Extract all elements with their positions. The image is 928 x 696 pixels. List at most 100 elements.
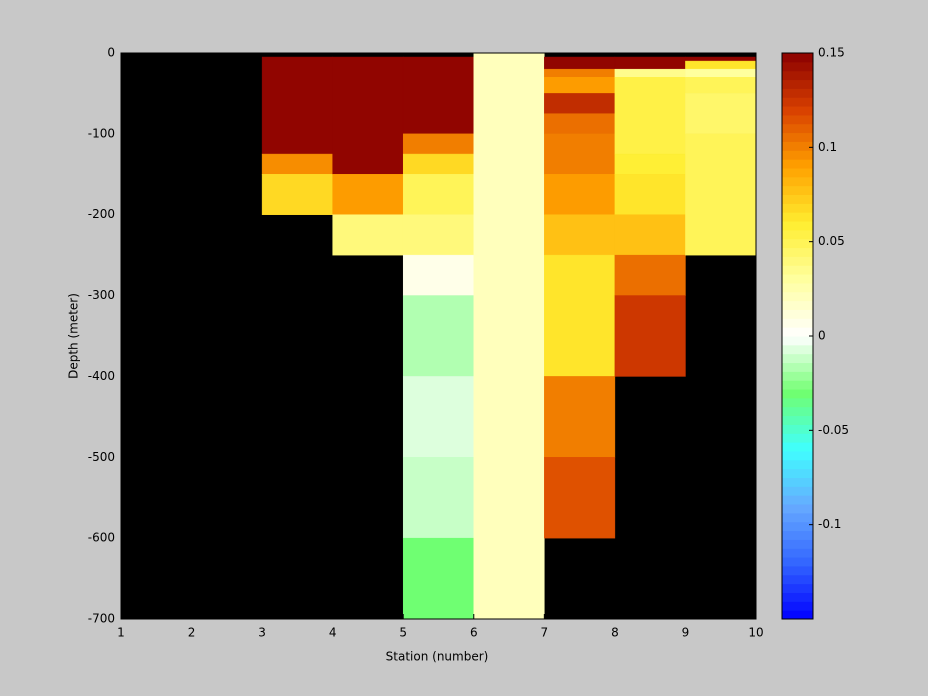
colorbar-swatch: [782, 159, 813, 169]
colorbar-swatch: [782, 70, 813, 81]
x-tick-label: 4: [329, 626, 337, 640]
colorbar-swatch: [782, 459, 813, 470]
heatmap-cell: [544, 77, 616, 94]
heatmap-cell: [544, 56, 616, 70]
heatmap-cell: [614, 77, 686, 155]
colorbar-tick-label: -0.1: [818, 517, 841, 531]
heatmap-cell: [544, 133, 616, 175]
heatmap-cell: [332, 214, 404, 256]
colorbar-swatch: [782, 353, 813, 364]
heatmap-cell: [402, 214, 475, 256]
heatmap-cell: [544, 113, 616, 135]
x-tick-label: 5: [399, 626, 407, 640]
y-tick-label: -400: [88, 369, 115, 383]
heatmap-cell: [402, 376, 475, 458]
heatmap-cell: [685, 133, 757, 256]
y-axis-label: Depth (meter): [67, 293, 81, 379]
colorbar-swatch: [782, 557, 813, 567]
colorbar-swatch: [782, 495, 813, 505]
colorbar-swatch: [782, 79, 813, 89]
heatmap-cell: [402, 457, 475, 539]
colorbar-swatch: [782, 371, 813, 381]
x-tick-label: 2: [188, 626, 196, 640]
colorbar-tick-label: 0: [818, 329, 826, 343]
x-axis-label: Station (number): [386, 650, 489, 664]
heatmap-cell: [685, 56, 757, 62]
x-tick-label: 8: [611, 626, 619, 640]
heatmap-cell: [473, 52, 545, 620]
colorbar-swatch: [782, 610, 813, 620]
heatmap-cell: [544, 174, 616, 215]
y-tick-label: -100: [88, 126, 115, 140]
heatmap-cell: [685, 60, 757, 70]
colorbar-swatch: [782, 282, 813, 293]
heatmap-cell: [685, 93, 757, 135]
colorbar-swatch: [782, 176, 813, 187]
heatmap-cell: [614, 254, 686, 296]
y-tick-label: -700: [88, 612, 115, 626]
colorbar-swatch: [782, 229, 813, 240]
colorbar-swatch: [782, 203, 813, 213]
colorbar-swatch: [782, 123, 813, 134]
colorbar-swatch: [782, 265, 813, 275]
heatmap-cell: [614, 214, 686, 256]
colorbar-swatch: [782, 477, 813, 487]
colorbar-swatch: [782, 150, 813, 160]
heatmap-cell: [402, 254, 475, 296]
colorbar-swatch: [782, 548, 813, 558]
colorbar-swatch: [782, 309, 813, 319]
heatmap-cell: [261, 174, 333, 215]
heatmap-cell: [614, 295, 686, 377]
colorbar-swatch: [782, 114, 813, 125]
colorbar-swatch: [782, 336, 813, 346]
heatmap-cell: [544, 68, 616, 78]
x-tick-label: 3: [258, 626, 266, 640]
plot-frame: [120, 52, 757, 620]
colorbar-swatch: [782, 565, 813, 576]
colorbar-swatch: [782, 442, 813, 452]
colorbar-swatch: [782, 194, 813, 204]
heatmap-cell: [544, 254, 616, 377]
colorbar-swatch: [782, 318, 813, 328]
heatmap-cell: [261, 56, 333, 155]
colorbar-swatch: [782, 521, 813, 532]
colorbar-swatch: [782, 291, 813, 302]
colorbar-swatch: [782, 468, 813, 478]
y-tick-label: -500: [88, 450, 115, 464]
colorbar-swatch: [782, 389, 813, 399]
colorbar-tick-label: 0.15: [818, 46, 845, 60]
heatmap-cell: [544, 457, 616, 539]
colorbar-tick-label: 0.1: [818, 140, 837, 154]
heatmap-cell: [614, 68, 686, 78]
x-tick-label: 9: [682, 626, 690, 640]
heatmap-cell: [402, 295, 475, 377]
heatmap-cell: [614, 153, 686, 175]
heatmap-cell: [402, 153, 475, 175]
colorbar-swatch: [782, 574, 813, 585]
heatmap-cell: [544, 93, 616, 114]
colorbar-swatch: [782, 167, 813, 178]
colorbar-swatch: [782, 530, 813, 540]
colorbar-swatch: [782, 132, 813, 142]
heatmap-cell: [614, 174, 686, 215]
colorbar-tick-label: 0.05: [818, 234, 845, 248]
y-tick-label: 0: [107, 46, 115, 60]
heatmap-cell: [402, 174, 475, 215]
heatmap-cell: [544, 214, 616, 256]
colorbar-swatch: [782, 256, 813, 266]
heatmap-cell: [402, 56, 475, 135]
heatmap-cell: [685, 77, 757, 94]
colorbar-swatch: [782, 247, 813, 257]
colorbar-swatch: [782, 406, 813, 417]
colorbar-swatch: [782, 539, 813, 549]
heatmap-cell: [614, 56, 686, 70]
heatmap-cell: [332, 174, 404, 215]
colorbar-swatch: [782, 486, 813, 496]
colorbar-swatch: [782, 97, 813, 107]
x-tick-label: 6: [470, 626, 478, 640]
colorbar-swatch: [782, 212, 813, 222]
colorbar-tick-label: -0.05: [818, 423, 849, 437]
colorbar-swatch: [782, 327, 813, 337]
